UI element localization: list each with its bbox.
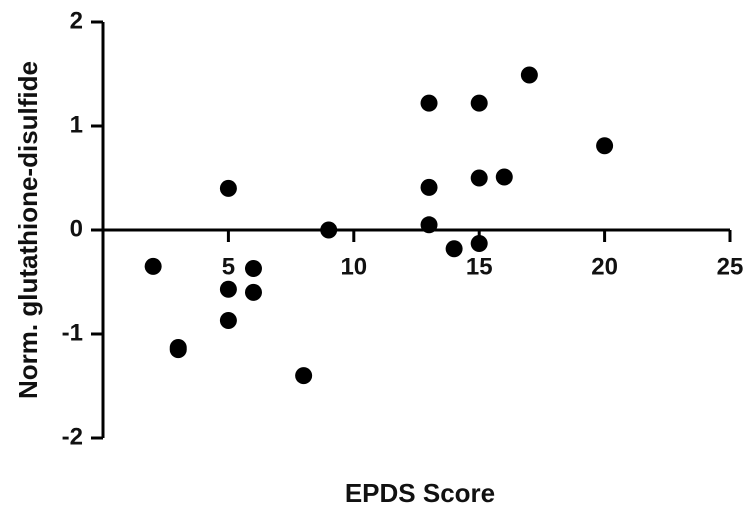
y-tick-label: -1 <box>62 319 83 346</box>
x-tick-label: 10 <box>340 253 367 280</box>
x-tick-label: 5 <box>222 253 235 280</box>
data-point <box>470 94 488 112</box>
y-tick-label: 1 <box>70 111 83 138</box>
data-point <box>520 66 538 84</box>
y-tick-label: -2 <box>62 423 83 450</box>
x-tick-label: 15 <box>466 253 493 280</box>
y-tick-label: 2 <box>70 7 83 34</box>
data-point <box>219 179 237 197</box>
data-point <box>470 235 488 253</box>
data-point <box>420 178 438 196</box>
data-point <box>420 216 438 234</box>
data-point <box>495 168 513 186</box>
data-point <box>420 94 438 112</box>
x-tick-label: 20 <box>591 253 618 280</box>
data-point <box>596 137 614 155</box>
data-point <box>295 367 313 385</box>
data-point <box>219 280 237 298</box>
data-point <box>320 221 338 239</box>
data-point <box>445 240 463 258</box>
data-point <box>219 311 237 329</box>
data-point <box>144 257 162 275</box>
x-tick-label: 25 <box>717 253 744 280</box>
y-axis-label: Norm. glutathione-disulfide <box>13 61 43 399</box>
data-point <box>169 341 187 359</box>
y-tick-label: 0 <box>70 215 83 242</box>
x-axis-label: EPDS Score <box>345 478 495 508</box>
data-point <box>244 259 262 277</box>
data-point <box>470 169 488 187</box>
data-point <box>244 283 262 301</box>
